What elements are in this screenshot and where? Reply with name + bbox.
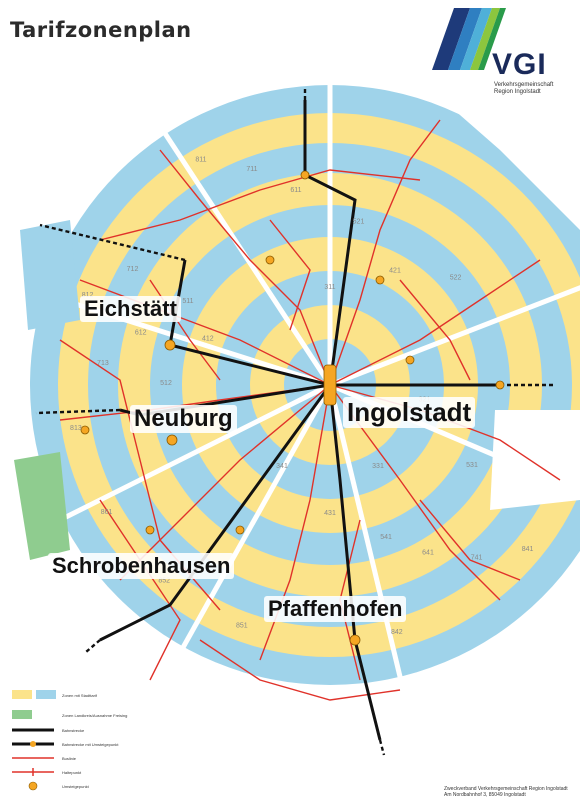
zone-number-label: 412 <box>202 336 214 343</box>
zone-number-label: 512 <box>160 380 172 387</box>
city-label-neuburg[interactable]: Neuburg <box>130 405 237 433</box>
zone-number-label: 511 <box>182 298 193 305</box>
zone-number-label: 811 <box>195 157 206 164</box>
city-label-eichstaett[interactable]: Eichstätt <box>80 296 181 322</box>
zone-number-label: 842 <box>391 629 403 636</box>
zone-number-label: 713 <box>97 360 109 367</box>
zone-number-label: 712 <box>127 266 139 273</box>
city-label-pfaffenhofen[interactable]: Pfaffenhofen <box>264 596 406 622</box>
footer-address: Zweckverband Verkehrsgemeinschaft Region… <box>444 786 574 798</box>
legend-item-city-zones: Zonen mit Stadttarif <box>62 693 97 698</box>
city-label-schrobenhausen[interactable]: Schrobenhausen <box>48 553 234 579</box>
zone-number-label: 522 <box>450 275 462 282</box>
tariff-zone-map[interactable]: 8118128137117127136116125215224215115124… <box>0 80 580 760</box>
zone-number-label: 813 <box>70 425 82 432</box>
zone-number-label: 311 <box>324 284 335 291</box>
legend-item-county-zones: Zonen Landkreis/Ausnahme Freising <box>62 713 127 718</box>
zone-number-label: 641 <box>422 550 434 557</box>
zone-number-label: 341 <box>276 463 288 470</box>
zone-number-label: 521 <box>353 219 365 226</box>
zone-number-label: 841 <box>522 546 534 553</box>
zone-number-label: 331 <box>372 463 384 470</box>
page-title: Tarifzonenplan <box>10 18 192 42</box>
zone-outer-west <box>20 220 80 330</box>
zone-number-label: 861 <box>101 509 113 516</box>
logo-wordmark: VGI <box>492 48 547 82</box>
legend-item-bus: Buslinie <box>62 756 76 761</box>
zone-number-label: 851 <box>236 622 248 629</box>
legend-item-transfer: Umsteigepunkt <box>62 784 89 789</box>
legend-item-rail-transfer: Bahnstrecke mit Umsteigepunkt <box>62 742 118 747</box>
zone-number-label: 741 <box>471 555 483 562</box>
zone-green-area <box>14 452 70 560</box>
zone-number-label: 541 <box>380 534 392 541</box>
zone-number-label: 612 <box>135 329 147 336</box>
zone-number-label: 711 <box>246 166 257 173</box>
legend-item-rail: Bahnstrecke <box>62 728 84 733</box>
footer-line-2: Am Nordbahnhof 3, 85049 Ingolstadt <box>444 792 574 798</box>
city-label-ingolstadt[interactable]: Ingolstadt <box>343 397 475 428</box>
zone-number-label: 611 <box>290 187 301 194</box>
zone-number-label: 531 <box>466 462 478 469</box>
zone-number-label: 421 <box>389 267 401 274</box>
zone-number-label: 431 <box>324 510 336 517</box>
legend-item-stop: Haltepunkt <box>62 770 81 775</box>
